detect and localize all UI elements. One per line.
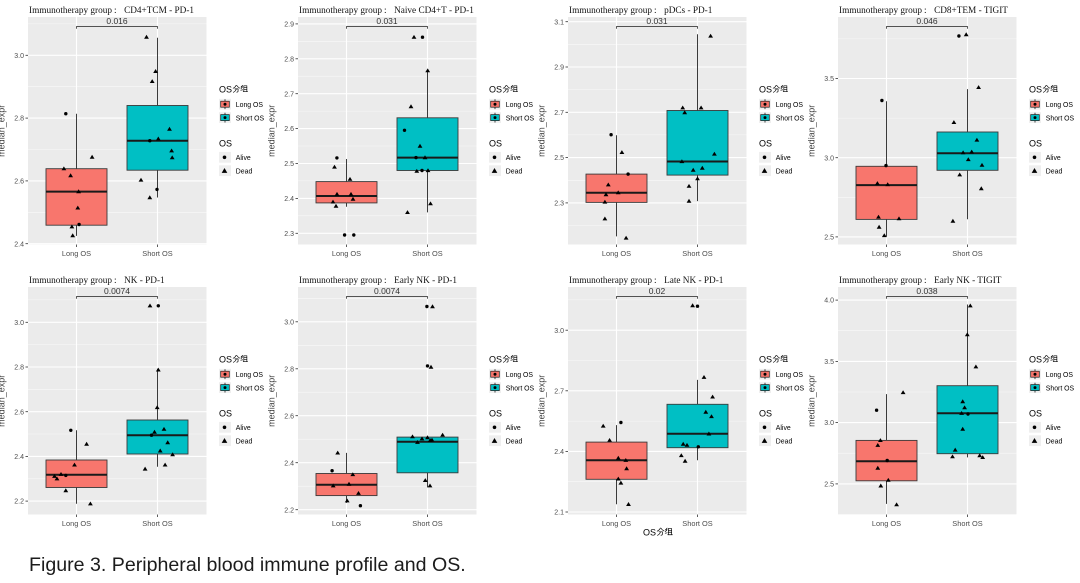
svg-text:median_expr: median_expr	[267, 375, 277, 427]
svg-text:2.2: 2.2	[14, 499, 24, 506]
svg-text:Long OS: Long OS	[872, 249, 901, 258]
svg-text:0.0074: 0.0074	[374, 286, 400, 296]
svg-text:0.031: 0.031	[376, 16, 398, 26]
svg-text:2.8: 2.8	[14, 116, 24, 123]
svg-text:2.9: 2.9	[554, 65, 564, 72]
svg-text:2.4: 2.4	[284, 460, 294, 467]
svg-text:2.3: 2.3	[284, 231, 294, 238]
svg-text:2.5: 2.5	[824, 235, 834, 242]
svg-text:3.1: 3.1	[554, 19, 564, 26]
svg-text:2.4: 2.4	[554, 449, 564, 456]
svg-text:2.8: 2.8	[284, 56, 294, 63]
svg-text:0.046: 0.046	[916, 16, 938, 26]
svg-text:0.016: 0.016	[106, 16, 128, 26]
svg-text:2.2: 2.2	[284, 507, 294, 514]
svg-text:2.7: 2.7	[554, 388, 564, 395]
svg-text:0.038: 0.038	[916, 286, 938, 296]
svg-text:Short OS: Short OS	[682, 249, 712, 258]
svg-text:2.5: 2.5	[554, 155, 564, 162]
svg-text:3.0: 3.0	[554, 328, 564, 335]
svg-text:2.8: 2.8	[284, 366, 294, 373]
svg-text:median_expr: median_expr	[537, 375, 547, 427]
svg-text:2.9: 2.9	[284, 22, 294, 29]
svg-text:3.0: 3.0	[14, 53, 24, 60]
svg-text:Short OS: Short OS	[412, 249, 442, 258]
svg-text:median_expr: median_expr	[807, 105, 817, 157]
svg-text:3.0: 3.0	[824, 155, 834, 162]
svg-text:Short OS: Short OS	[952, 519, 982, 528]
svg-text:2.1: 2.1	[554, 510, 564, 517]
svg-text:2.4: 2.4	[14, 454, 24, 461]
svg-text:OS: OS	[643, 528, 656, 538]
svg-text:Figure 3. Peripheral blood imm: Figure 3. Peripheral blood immune profil…	[29, 554, 466, 576]
svg-text:3.5: 3.5	[824, 359, 834, 366]
svg-text:median_expr: median_expr	[537, 105, 547, 157]
svg-text:Immunotherapy group:pDCs - PD-: Immunotherapy group: pDCs - PD-1	[569, 6, 713, 16]
svg-text:Short OS: Short OS	[142, 519, 172, 528]
svg-text:median_expr: median_expr	[267, 105, 277, 157]
svg-text:2.7: 2.7	[284, 91, 294, 98]
svg-text:Long OS: Long OS	[872, 519, 901, 528]
svg-text:2.6: 2.6	[14, 179, 24, 186]
svg-text:Short OS: Short OS	[142, 249, 172, 258]
svg-text:Long OS: Long OS	[332, 519, 361, 528]
svg-text:Long OS: Long OS	[62, 249, 91, 258]
svg-text:median_expr: median_expr	[0, 375, 7, 427]
svg-text:2.6: 2.6	[284, 126, 294, 133]
svg-text:0.031: 0.031	[646, 16, 668, 26]
svg-text:0.02: 0.02	[649, 286, 666, 296]
svg-text:Immunotherapy group:Late NK -: Immunotherapy group: Late NK - PD-1	[569, 276, 724, 286]
svg-text:3.0: 3.0	[284, 319, 294, 326]
svg-text:median_expr: median_expr	[807, 375, 817, 427]
svg-text:0.0074: 0.0074	[104, 286, 130, 296]
svg-text:2.4: 2.4	[284, 196, 294, 203]
svg-text:Short OS: Short OS	[682, 519, 712, 528]
svg-text:2.5: 2.5	[284, 161, 294, 168]
svg-text:Long OS: Long OS	[602, 519, 631, 528]
svg-text:4.0: 4.0	[824, 298, 834, 305]
svg-text:Short OS: Short OS	[412, 519, 442, 528]
svg-text:3.5: 3.5	[824, 76, 834, 83]
svg-text:Immunotherapy group:NK - PD-1: Immunotherapy group: NK - PD-1	[29, 276, 165, 286]
svg-text:Short OS: Short OS	[952, 249, 982, 258]
svg-text:2.6: 2.6	[284, 413, 294, 420]
svg-text:Immunotherapy group:CD4+TCM -: Immunotherapy group: CD4+TCM - PD-1	[29, 6, 194, 16]
svg-text:3.0: 3.0	[14, 320, 24, 327]
svg-text:Long OS: Long OS	[332, 249, 361, 258]
svg-text:2.4: 2.4	[14, 241, 24, 248]
svg-text:Long OS: Long OS	[602, 249, 631, 258]
svg-text:2.3: 2.3	[554, 201, 564, 208]
svg-text:2.7: 2.7	[554, 110, 564, 117]
svg-text:2.6: 2.6	[14, 409, 24, 416]
svg-text:2.5: 2.5	[824, 482, 834, 489]
svg-text:Long OS: Long OS	[62, 519, 91, 528]
svg-text:median_expr: median_expr	[0, 105, 7, 157]
svg-text:Immunotherapy group:CD8+TEM -: Immunotherapy group: CD8+TEM - TIGIT	[839, 6, 1008, 16]
svg-text:3.0: 3.0	[824, 420, 834, 427]
svg-text:Immunotherapy group:Early NK -: Immunotherapy group: Early NK - PD-1	[299, 276, 457, 286]
svg-text:Immunotherapy group:Early NK -: Immunotherapy group: Early NK - TIGIT	[839, 276, 1002, 286]
svg-text:2.8: 2.8	[14, 365, 24, 372]
